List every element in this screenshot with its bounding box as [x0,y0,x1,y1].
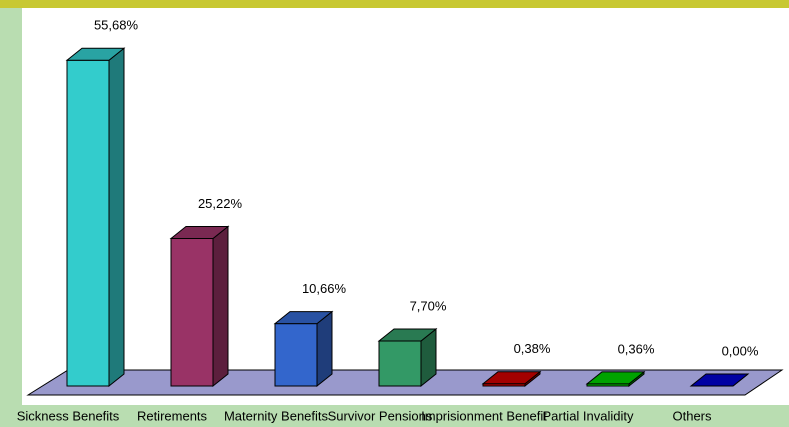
bar-front [378,340,422,387]
left-strip [0,8,22,427]
bar-front [274,323,318,387]
x-tick-label: Retirements [137,408,208,423]
bar-top [585,371,646,385]
value-label: 0,38% [514,341,551,356]
x-tick-label: Others [672,408,712,423]
value-label: 10,66% [302,281,347,296]
bar-side [108,47,125,388]
x-tick-label: Imprisionment Benefit [421,408,547,423]
x-tick-label: Survivor Pensions [328,408,433,423]
value-label: 55,68% [94,18,139,33]
bar-side [212,225,229,388]
x-tick-label: Partial Invalidity [542,408,634,423]
bar [273,310,334,388]
bar-top [273,311,334,325]
bar [481,370,542,388]
bar [689,373,750,387]
x-tick-label: Sickness Benefits [17,408,120,423]
value-label: 0,00% [722,343,759,358]
bar [377,327,438,388]
value-label: 7,70% [410,298,447,313]
bar-front [170,237,214,387]
value-label: 25,22% [198,196,243,211]
x-tick-label: Maternity Benefits [224,408,329,423]
bar-side [316,310,333,388]
bar [65,47,126,388]
bar [169,225,230,388]
bottom-strip [0,405,789,427]
bar-top [169,225,230,239]
value-label: 0,36% [618,341,655,356]
bar-front [66,59,110,387]
bar-top [481,371,542,385]
bar [585,370,646,388]
bar-top [65,47,126,61]
bar-top [377,328,438,342]
bar-top [689,373,750,387]
top-strip [0,0,789,8]
